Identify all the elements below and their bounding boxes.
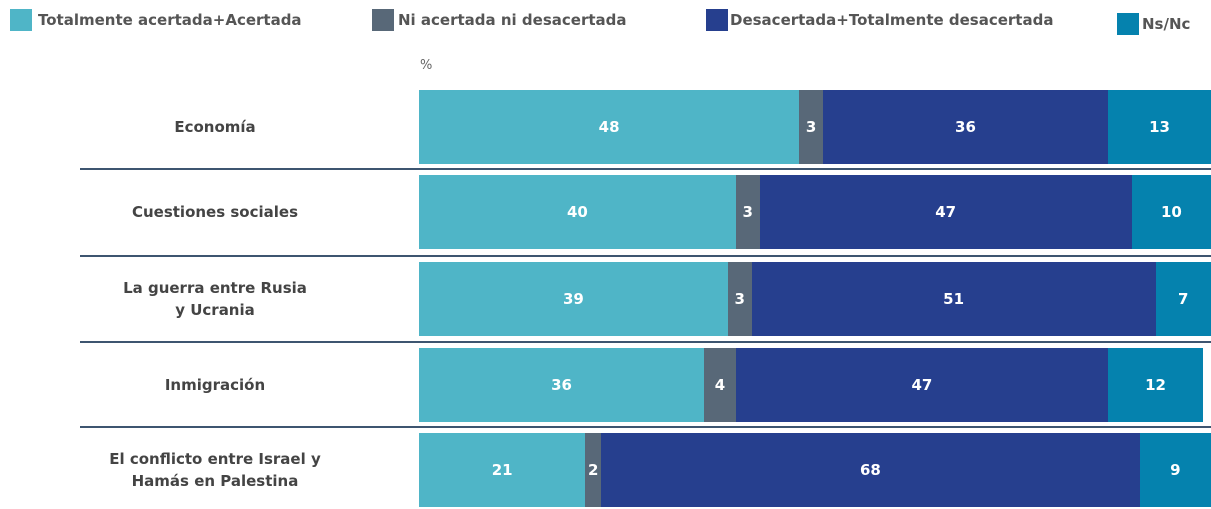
value-label: 12 xyxy=(1145,376,1166,394)
bar-segment xyxy=(419,262,728,336)
value-label: 10 xyxy=(1160,203,1182,221)
value-label: 13 xyxy=(1149,118,1170,136)
value-label: 3 xyxy=(742,203,753,221)
bar-segment xyxy=(735,175,760,249)
legend-swatch xyxy=(10,9,32,31)
legend-label: Ns/Nc xyxy=(1142,15,1191,33)
value-label: 40 xyxy=(566,203,588,221)
value-label: 47 xyxy=(911,376,933,394)
category-label: Economía xyxy=(174,118,256,136)
bar-segment xyxy=(419,348,705,422)
value-label: 39 xyxy=(563,290,584,308)
row-separator xyxy=(80,168,1211,170)
value-label: 36 xyxy=(551,376,572,394)
value-label: 51 xyxy=(943,290,965,308)
bar-segment xyxy=(759,175,1132,249)
bar-segment xyxy=(727,262,752,336)
bar-segment xyxy=(1108,90,1211,164)
legend-swatch xyxy=(372,9,394,31)
bar-segment xyxy=(704,348,736,422)
value-label: 68 xyxy=(859,461,881,479)
unit-label: % xyxy=(420,58,433,73)
legend-swatch xyxy=(1117,13,1139,35)
bar-segment xyxy=(1139,433,1211,507)
bar-segment xyxy=(1131,175,1211,249)
bar-segment xyxy=(751,262,1156,336)
bar-segment xyxy=(799,90,823,164)
bar-segment xyxy=(822,90,1109,164)
legend-label: Desacertada+Totalmente desacertada xyxy=(730,11,1054,29)
value-label: 3 xyxy=(805,118,817,136)
legend-label: Ni acertada ni desacertada xyxy=(398,11,627,29)
category-label: Cuestiones sociales xyxy=(131,203,299,221)
value-label: 9 xyxy=(1170,461,1181,479)
bar-segment xyxy=(585,433,602,507)
value-label: 21 xyxy=(491,461,513,479)
value-label: 3 xyxy=(734,290,745,308)
value-label: 2 xyxy=(588,461,599,479)
row-separator xyxy=(80,341,1211,343)
bar-segment xyxy=(419,433,586,507)
value-label: 4 xyxy=(714,376,726,394)
bar-segment xyxy=(601,433,1140,507)
bar-segment xyxy=(419,175,736,249)
bar-segment xyxy=(419,90,800,164)
legend-label: Totalmente acertada+Acertada xyxy=(38,11,302,29)
row-separator xyxy=(80,426,1211,428)
bar-segment xyxy=(1108,348,1204,422)
legend-swatch xyxy=(706,9,728,31)
value-label: 48 xyxy=(598,118,620,136)
row-separator xyxy=(80,255,1211,257)
bar-segment xyxy=(735,348,1109,422)
category-label: La guerra entre Rusia y Ucrania xyxy=(123,279,307,319)
value-label: 7 xyxy=(1178,290,1189,308)
value-label: 47 xyxy=(935,203,957,221)
bar-segment xyxy=(1155,262,1211,336)
value-label: 36 xyxy=(955,118,976,136)
category-label: El conflicto entre Israel y Hamás en Pal… xyxy=(109,450,321,490)
category-label: Inmigración xyxy=(164,376,266,394)
